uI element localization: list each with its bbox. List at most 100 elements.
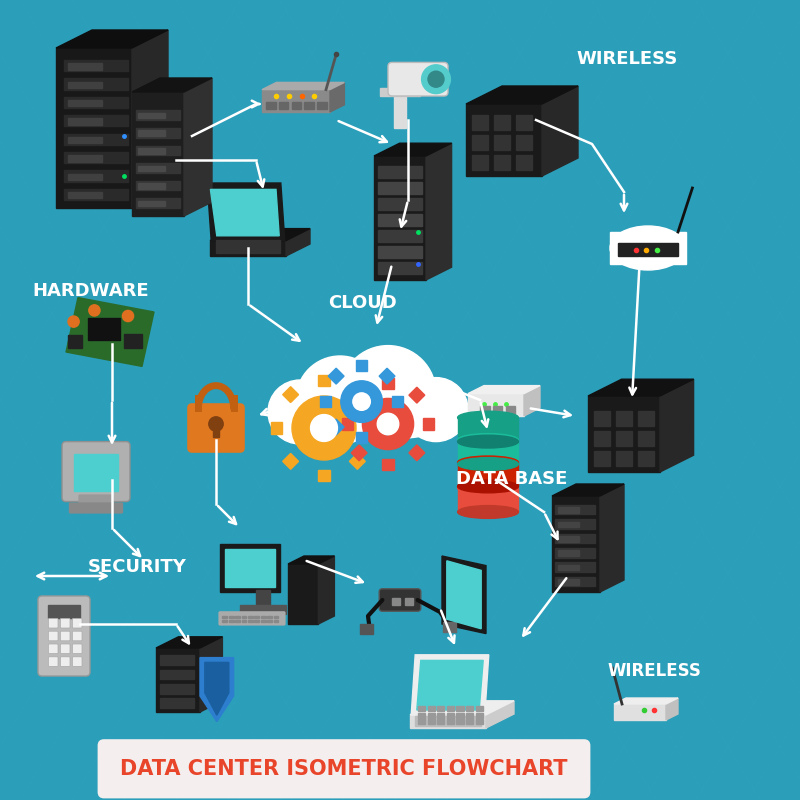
Ellipse shape bbox=[458, 456, 518, 469]
Bar bbox=[138, 113, 165, 118]
Bar bbox=[242, 620, 246, 622]
Bar bbox=[394, 90, 406, 128]
Ellipse shape bbox=[458, 482, 518, 494]
Bar bbox=[428, 706, 435, 711]
Bar bbox=[317, 102, 327, 109]
Bar bbox=[418, 706, 426, 711]
Polygon shape bbox=[374, 156, 426, 280]
Polygon shape bbox=[660, 379, 694, 472]
Polygon shape bbox=[417, 661, 483, 710]
Bar bbox=[472, 115, 488, 130]
Bar bbox=[136, 128, 180, 138]
Bar bbox=[136, 146, 180, 155]
Bar bbox=[267, 616, 272, 618]
Bar bbox=[506, 406, 515, 414]
Circle shape bbox=[68, 316, 79, 327]
Polygon shape bbox=[282, 386, 298, 402]
FancyBboxPatch shape bbox=[72, 657, 82, 666]
Bar bbox=[274, 616, 278, 618]
Bar bbox=[160, 670, 194, 679]
Bar bbox=[610, 232, 686, 264]
Bar bbox=[457, 706, 464, 711]
Bar bbox=[638, 411, 654, 426]
Bar bbox=[138, 201, 165, 206]
Bar bbox=[558, 565, 578, 570]
Circle shape bbox=[353, 393, 370, 410]
Polygon shape bbox=[156, 637, 222, 648]
Bar bbox=[68, 155, 102, 162]
Bar bbox=[64, 152, 128, 163]
Polygon shape bbox=[184, 78, 212, 216]
Polygon shape bbox=[382, 459, 394, 470]
Bar bbox=[594, 451, 610, 466]
Polygon shape bbox=[262, 90, 330, 112]
Polygon shape bbox=[350, 386, 366, 402]
Bar bbox=[292, 102, 302, 109]
Bar bbox=[261, 616, 266, 618]
Circle shape bbox=[122, 310, 134, 322]
FancyBboxPatch shape bbox=[49, 644, 58, 654]
Polygon shape bbox=[466, 104, 542, 176]
Ellipse shape bbox=[458, 458, 518, 470]
Bar bbox=[555, 548, 595, 558]
Polygon shape bbox=[409, 445, 425, 461]
Bar bbox=[558, 579, 578, 585]
Polygon shape bbox=[262, 82, 345, 90]
Polygon shape bbox=[410, 715, 486, 728]
Bar bbox=[267, 620, 272, 622]
FancyBboxPatch shape bbox=[72, 644, 82, 654]
Circle shape bbox=[296, 356, 384, 444]
Circle shape bbox=[292, 396, 356, 460]
Bar bbox=[222, 616, 227, 618]
Bar bbox=[138, 183, 165, 189]
Bar bbox=[48, 605, 80, 618]
Bar bbox=[68, 63, 102, 70]
Circle shape bbox=[340, 346, 436, 442]
Bar bbox=[64, 170, 128, 182]
Bar bbox=[235, 620, 240, 622]
Polygon shape bbox=[426, 143, 451, 280]
Polygon shape bbox=[288, 564, 318, 624]
Bar bbox=[378, 182, 422, 194]
FancyBboxPatch shape bbox=[61, 644, 70, 654]
Bar bbox=[458, 462, 518, 486]
Polygon shape bbox=[410, 701, 514, 715]
Bar bbox=[68, 174, 102, 180]
Polygon shape bbox=[318, 470, 330, 481]
Ellipse shape bbox=[458, 411, 518, 424]
Text: HARDWARE: HARDWARE bbox=[32, 282, 149, 300]
Bar bbox=[447, 713, 454, 718]
Bar bbox=[138, 148, 165, 154]
Polygon shape bbox=[318, 375, 330, 386]
Polygon shape bbox=[200, 658, 234, 722]
FancyBboxPatch shape bbox=[218, 611, 286, 626]
Bar bbox=[68, 118, 102, 125]
Bar bbox=[475, 706, 483, 711]
Polygon shape bbox=[366, 422, 377, 434]
Bar bbox=[638, 451, 654, 466]
Bar bbox=[428, 719, 435, 724]
Polygon shape bbox=[382, 378, 394, 389]
Bar bbox=[494, 135, 510, 150]
Bar bbox=[138, 130, 165, 136]
Bar bbox=[136, 163, 180, 173]
Polygon shape bbox=[466, 86, 578, 104]
Ellipse shape bbox=[458, 480, 518, 493]
Bar bbox=[254, 620, 259, 622]
Bar bbox=[415, 716, 482, 726]
Bar bbox=[516, 135, 532, 150]
Polygon shape bbox=[132, 92, 184, 216]
FancyBboxPatch shape bbox=[388, 62, 448, 96]
Polygon shape bbox=[210, 190, 279, 236]
Circle shape bbox=[209, 417, 223, 431]
Polygon shape bbox=[524, 386, 540, 416]
Polygon shape bbox=[468, 394, 524, 416]
Text: SECURITY: SECURITY bbox=[88, 558, 187, 576]
Circle shape bbox=[422, 65, 450, 94]
Bar bbox=[160, 698, 194, 708]
Bar bbox=[225, 549, 275, 587]
Polygon shape bbox=[276, 420, 460, 440]
Bar bbox=[438, 719, 445, 724]
Bar bbox=[616, 451, 632, 466]
Polygon shape bbox=[379, 419, 395, 435]
